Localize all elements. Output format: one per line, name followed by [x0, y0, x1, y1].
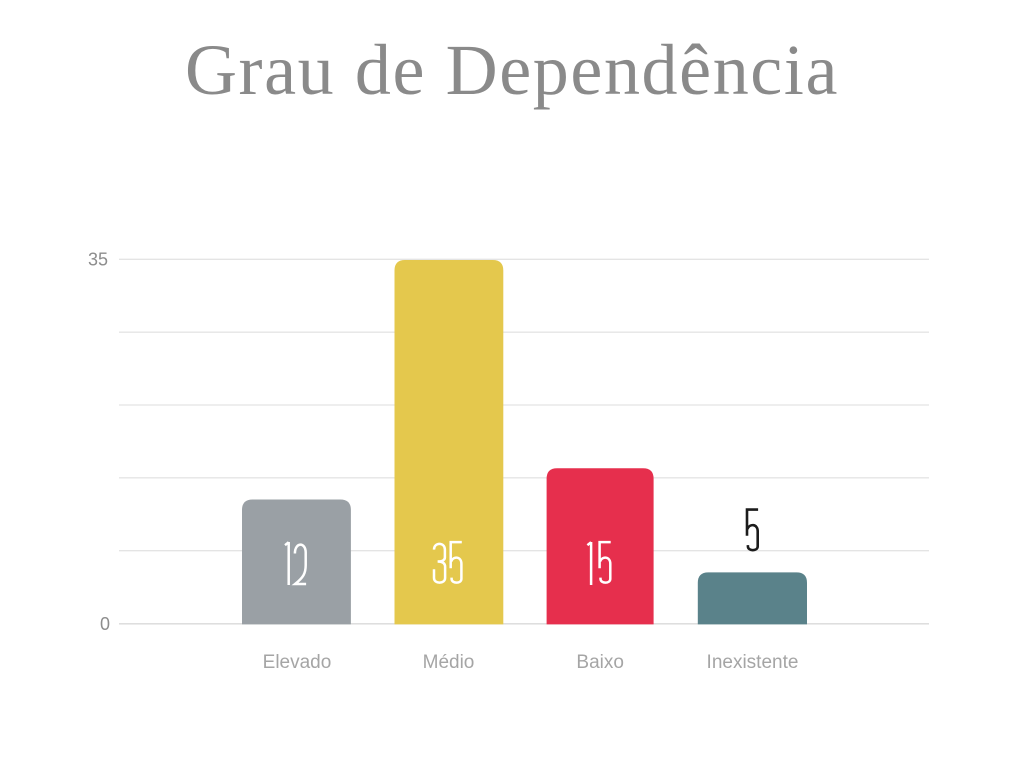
svg-text:0: 0: [100, 614, 110, 634]
svg-text:Médio: Médio: [423, 652, 475, 673]
svg-text:35: 35: [88, 250, 108, 270]
svg-text:Elevado: Elevado: [263, 652, 332, 673]
svg-text:Baixo: Baixo: [576, 652, 624, 673]
svg-text:Inexistente: Inexistente: [707, 652, 799, 673]
